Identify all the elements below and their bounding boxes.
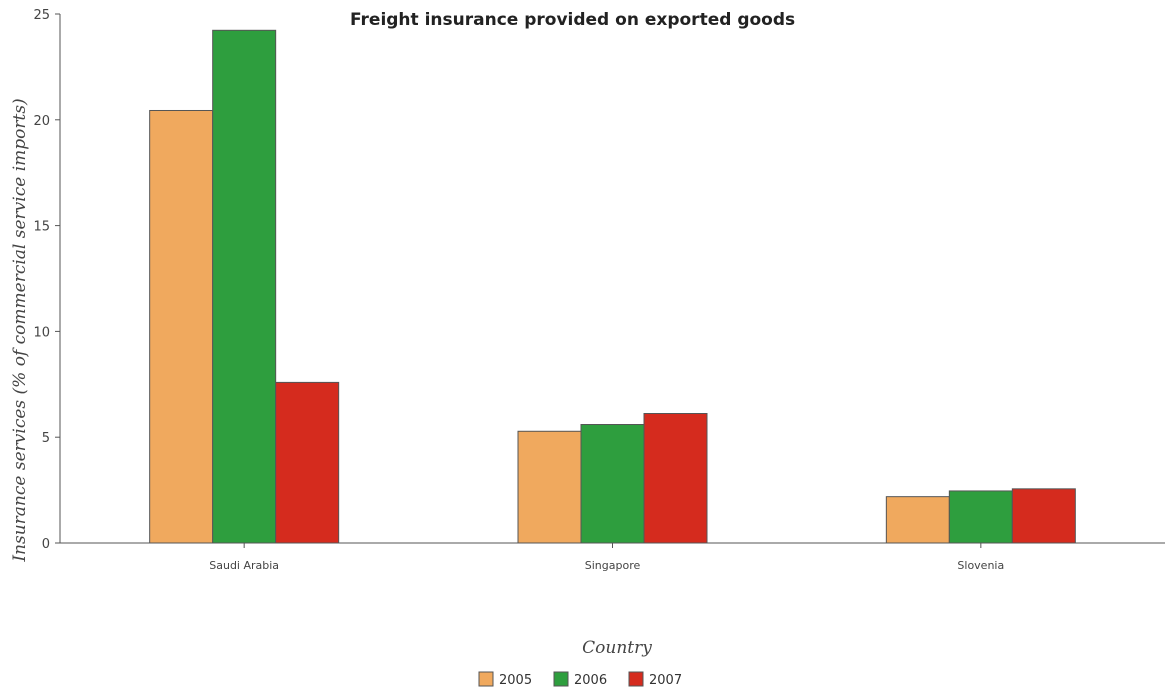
y-tick-label: 15	[33, 220, 50, 235]
legend-label-2007: 2007	[649, 673, 682, 688]
y-tick-label: 25	[33, 8, 50, 23]
bar-2005-slovenia	[885, 496, 950, 544]
bars	[149, 29, 1076, 544]
y-tick-label: 0	[42, 537, 50, 552]
x-tick-label: Slovenia	[957, 559, 1004, 572]
y-tick-label: 5	[42, 431, 50, 446]
bar-2006-saudi-arabia	[212, 29, 277, 544]
legend: 2005 2006 2007	[478, 671, 682, 688]
y-tick-label: 10	[33, 325, 50, 340]
bar-2006-singapore	[580, 424, 645, 544]
x-tick-label: Singapore	[585, 559, 641, 572]
bar-2007-singapore	[643, 413, 708, 544]
legend-label-2006: 2006	[574, 673, 607, 688]
legend-swatch-2005	[478, 671, 494, 687]
legend-swatch-2007	[628, 671, 644, 687]
bar-2007-slovenia	[1011, 488, 1076, 544]
chart-title: Freight insurance provided on exported g…	[350, 10, 795, 30]
legend-swatch-2006	[553, 671, 569, 687]
legend-label-2005: 2005	[499, 673, 532, 688]
bar-2006-slovenia	[948, 490, 1013, 544]
y-tick-label: 20	[33, 114, 50, 129]
x-axis-label: Country	[582, 638, 652, 658]
bar-2005-saudi-arabia	[149, 109, 214, 544]
y-axis-label: Insurance services (% of commercial serv…	[10, 98, 30, 562]
bar-2007-saudi-arabia	[275, 381, 340, 544]
x-tick-label: Saudi Arabia	[209, 559, 279, 572]
bar-2005-singapore	[517, 430, 582, 544]
